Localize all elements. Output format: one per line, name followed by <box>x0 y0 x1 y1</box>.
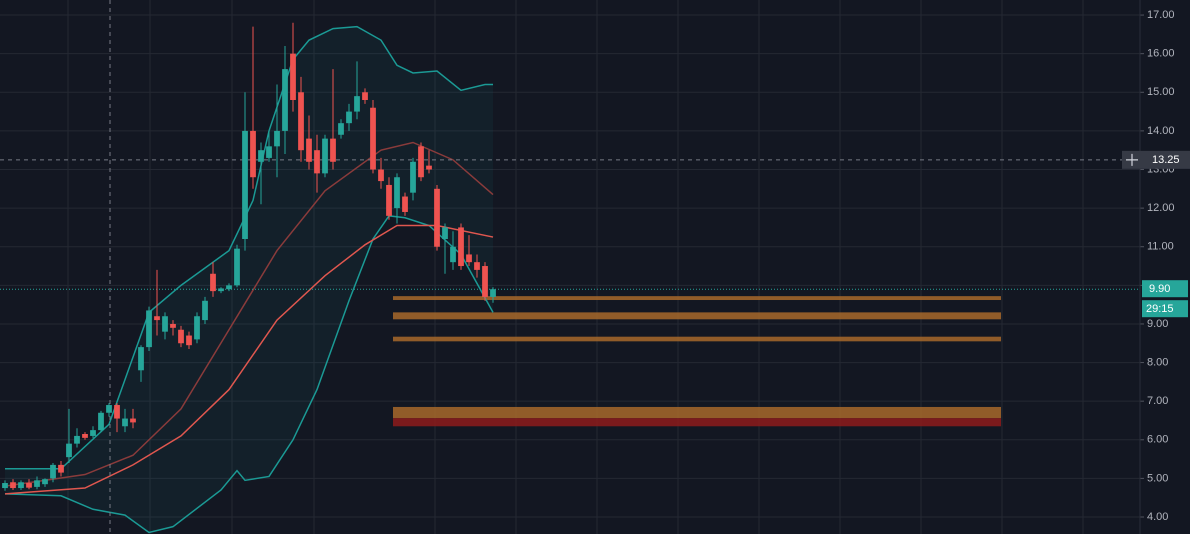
candle-body <box>10 482 16 489</box>
candle-body <box>282 69 288 131</box>
price-axis: 4.005.006.007.008.009.0010.0011.0012.001… <box>1122 0 1190 534</box>
candle-body <box>50 464 56 479</box>
candle-body <box>66 443 72 458</box>
candle-body <box>178 329 184 344</box>
candle-body <box>386 184 392 216</box>
y-tick-label: 6.00 <box>1147 434 1168 446</box>
candle-body <box>434 188 440 247</box>
candle-body <box>210 273 216 292</box>
candle-body <box>218 288 224 292</box>
y-tick-label: 8.00 <box>1147 356 1168 368</box>
candle-body <box>466 254 472 263</box>
candle-body <box>202 300 208 321</box>
candle-body <box>266 146 272 158</box>
candle-body <box>18 482 24 489</box>
y-tick-label: 5.00 <box>1147 472 1168 484</box>
candle-body <box>194 316 200 340</box>
candle-body <box>138 347 144 371</box>
candle-body <box>226 285 232 290</box>
candle-body <box>162 316 168 332</box>
candle-body <box>322 138 328 174</box>
candle-body <box>394 177 400 209</box>
candle-body <box>338 123 344 135</box>
candle-body <box>450 246 456 263</box>
candle-body <box>346 111 352 124</box>
candle-body <box>330 138 336 162</box>
candle-body <box>122 418 128 427</box>
y-tick-label: 9.00 <box>1147 318 1168 330</box>
zone <box>393 336 1001 342</box>
candle-body <box>290 53 296 101</box>
candle-body <box>186 335 192 346</box>
candle-body <box>42 479 48 485</box>
indicator-line <box>4 224 494 495</box>
indicator-line <box>4 141 494 487</box>
y-tick-label: 4.00 <box>1147 511 1168 523</box>
candle-body <box>74 435 80 444</box>
candle-body <box>482 266 488 297</box>
candle-body <box>242 130 248 240</box>
candle-body <box>250 130 256 178</box>
zone <box>393 406 1001 419</box>
y-tick-label: 7.00 <box>1147 395 1168 407</box>
candle-body <box>170 323 176 328</box>
candle-body <box>114 405 120 419</box>
zone <box>393 296 1001 301</box>
candle-body <box>378 169 384 182</box>
candle-body <box>458 227 464 267</box>
zone <box>393 418 1001 427</box>
candle-body <box>442 227 448 240</box>
candle-body <box>90 430 96 436</box>
indicator-line <box>4 215 494 534</box>
y-tick-label: 12.00 <box>1147 202 1175 214</box>
y-tick-label: 11.00 <box>1147 241 1174 253</box>
candle-body <box>98 412 104 431</box>
y-tick-label: 17.00 <box>1147 9 1175 21</box>
candle-body <box>362 92 368 101</box>
countdown-box <box>1142 300 1188 318</box>
candle-body <box>146 310 152 348</box>
candle-body <box>2 483 8 489</box>
candle-body <box>418 146 424 178</box>
candle-body <box>306 138 312 162</box>
candle-body <box>410 161 416 193</box>
candle-body <box>354 96 360 112</box>
countdown-label: 29:15 <box>1146 303 1174 315</box>
y-tick-label: 14.00 <box>1147 125 1175 137</box>
candle-body <box>58 464 64 473</box>
last-price-box <box>1142 280 1188 298</box>
crosshair-label-box <box>1122 150 1190 169</box>
candle-body <box>298 92 304 151</box>
candle-body <box>106 405 112 413</box>
candle-body <box>26 483 32 488</box>
candle-body <box>314 150 320 174</box>
candle-body <box>370 107 376 170</box>
y-tick-label: 15.00 <box>1147 86 1175 98</box>
zone <box>393 312 1001 320</box>
candle-body <box>274 130 280 147</box>
candle-body <box>258 150 264 162</box>
candle-body <box>82 433 88 438</box>
candle-body <box>402 196 408 212</box>
crosshair-icon <box>1126 153 1138 166</box>
time-grid <box>67 0 1084 534</box>
candle-body <box>426 165 432 170</box>
candle-body <box>34 480 40 487</box>
candle-body <box>154 316 160 321</box>
candle-body <box>490 289 496 297</box>
y-tick-label: 16.00 <box>1147 48 1175 60</box>
candle-body <box>474 262 480 270</box>
candle-body <box>130 418 136 423</box>
last-price-label: 9.90 <box>1149 283 1170 295</box>
candle-body <box>234 248 240 286</box>
crosshair-label: 13.25 <box>1152 154 1180 166</box>
plot-area <box>0 0 1140 534</box>
